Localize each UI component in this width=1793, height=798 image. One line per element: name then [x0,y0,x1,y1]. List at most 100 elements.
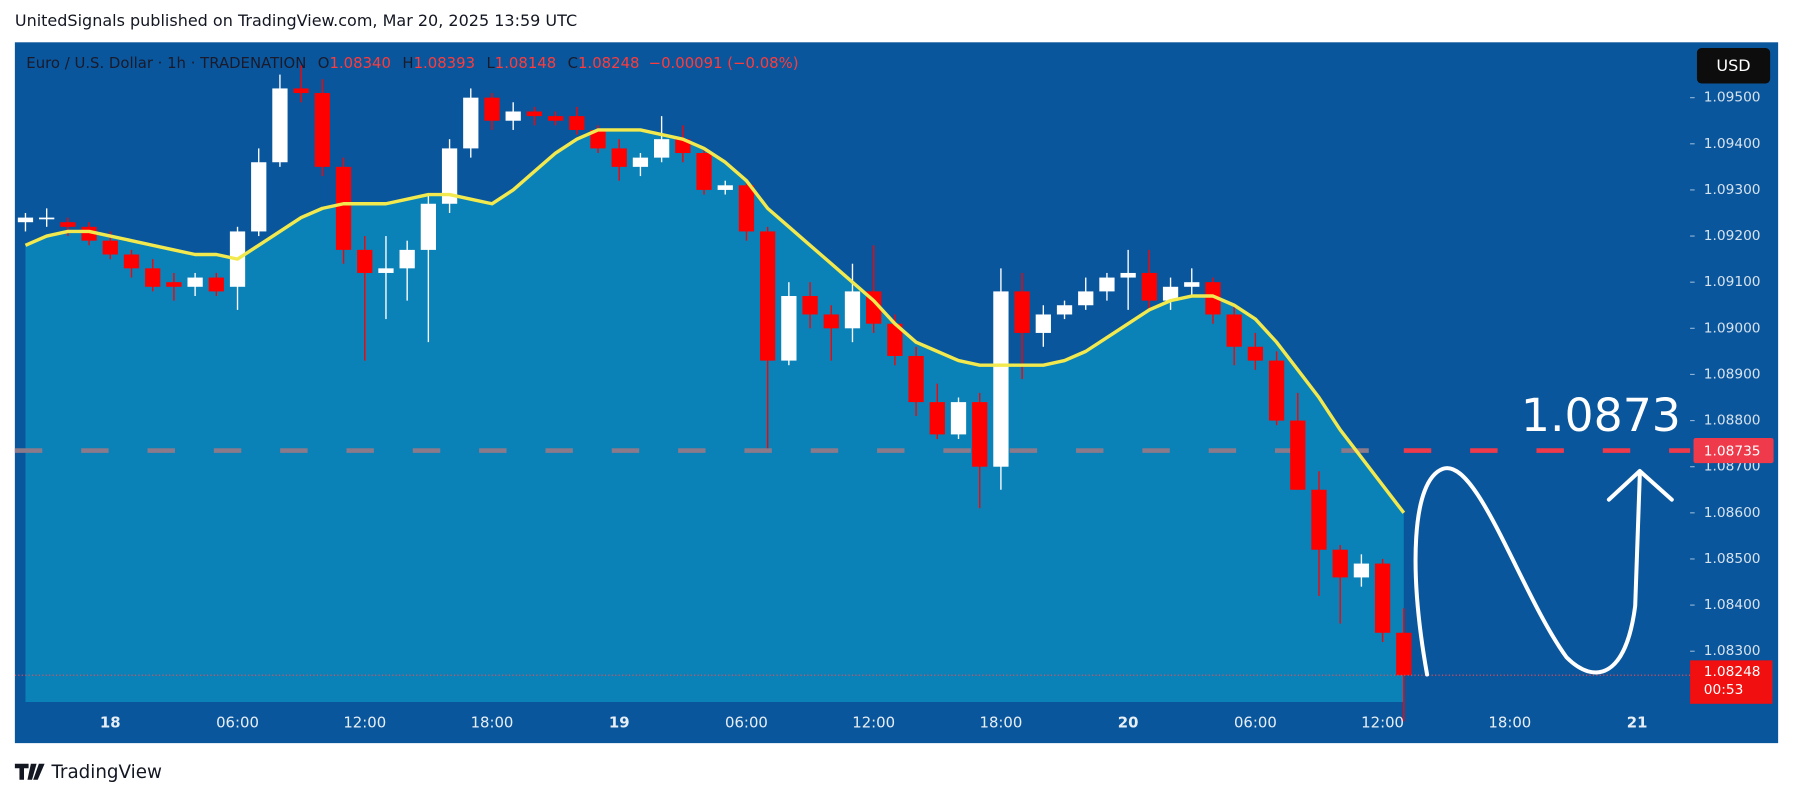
candle-body [1205,282,1221,315]
candle-body [993,291,1009,467]
candle-body [823,314,839,329]
candle-body [781,296,797,361]
x-tick-label: 06:00 [1234,714,1277,732]
candle-body [696,153,712,190]
last-price-label: 1.08248 [1704,664,1761,680]
annotation: 1.0873 [1521,389,1681,442]
y-tick-label: 1.09400 [1704,136,1761,152]
y-tick-label: 1.08600 [1704,505,1761,521]
x-tick-label: 12:00 [852,714,895,732]
c-label: C [568,54,578,72]
last-price-box [1690,660,1773,704]
candle-body [569,116,585,130]
candle-body [802,296,818,315]
x-tick-label: 20 [1118,714,1139,732]
candle-body [17,217,34,223]
candle-body [314,93,330,167]
candle-body [251,162,267,232]
y-tick-label: 1.08300 [1704,643,1761,659]
candle-body [378,268,394,273]
low: 1.08148 [495,54,556,72]
candle-body [908,355,924,403]
candle-body [717,185,733,190]
candle-body [293,88,309,94]
y-tick-label: 1.09200 [1704,228,1761,244]
y-tick-label: 1.09300 [1704,182,1761,198]
candle-body [441,148,458,204]
candle-body [547,116,564,121]
y-tick-label: 1.08500 [1704,551,1761,567]
candle-body [208,277,224,292]
candle-body [653,139,670,158]
plot: 1.083001.084001.085001.086001.087001.088… [14,65,1774,732]
x-tick-label: 18 [100,714,121,732]
candle-body [463,97,479,149]
candle-body [738,185,755,232]
candle-body [1078,291,1094,306]
y-tick-label: 1.09500 [1704,90,1761,106]
line [24,128,1406,514]
candle-body [1290,420,1306,490]
candle-body [632,157,649,167]
candle-body [1014,291,1030,333]
candle-body [1353,563,1370,578]
candle-body [1184,282,1200,287]
logo [14,763,45,780]
symbol: Euro / U.S. Dollar · 1h · TRADENATION [26,54,306,72]
high: 1.08393 [414,54,475,72]
candle-body [1268,360,1285,421]
x-tick-label: 06:00 [725,714,768,732]
candle-body [399,249,415,269]
o-label: O [318,54,330,72]
candle-body [187,277,203,287]
candle-body [484,97,500,121]
level-label: 1.08735 [1704,444,1761,460]
candle-body [166,282,182,287]
level-label-box [1693,437,1774,464]
y-tick-label: 1.08800 [1704,413,1761,429]
x-tick-label: 18:00 [471,714,514,732]
x-tick-label: 18:00 [1488,714,1531,732]
candle-body [950,402,967,435]
candle-body [1226,314,1242,347]
candle-body [611,148,627,167]
x-tick-label: 21 [1627,714,1648,732]
currency-button[interactable] [1696,48,1771,84]
area [25,129,1404,702]
candle-body [844,291,861,329]
candle-body [887,323,903,356]
candle-body [760,231,776,361]
candle-body [526,111,543,117]
h-label: H [402,54,413,72]
candle-body [1162,286,1179,301]
candle-body [272,88,288,163]
candle-body [60,222,76,227]
candle-body [1141,272,1157,301]
candle-body [1099,277,1115,292]
open: 1.08340 [329,54,390,72]
x-tick-label: 12:00 [1361,714,1404,732]
y-tick-label: 1.09000 [1704,320,1761,336]
candle-body [123,254,140,269]
candle-body [1332,549,1348,578]
currency[interactable]: USD [1716,56,1750,75]
candle-body [1056,305,1073,315]
footer: TradingView [50,762,162,783]
candle-body [929,402,945,435]
x-tick-label: 19 [609,714,630,732]
header: UnitedSignals published on TradingView.c… [15,11,577,30]
x-tick-label: 12:00 [343,714,386,732]
y-tick-label: 1.09100 [1704,274,1761,290]
candle-body [335,166,352,250]
candle-body [1311,489,1327,550]
l-label: L [486,54,495,72]
y-tick-label: 1.08400 [1704,597,1761,613]
candle-body [1396,632,1412,676]
x-tick-label: 18:00 [979,714,1022,732]
candle-body [1035,314,1051,333]
candle-body [505,111,521,121]
candle-body [420,203,437,250]
drawn-arrow [1413,466,1674,677]
candle-body [1374,563,1391,633]
